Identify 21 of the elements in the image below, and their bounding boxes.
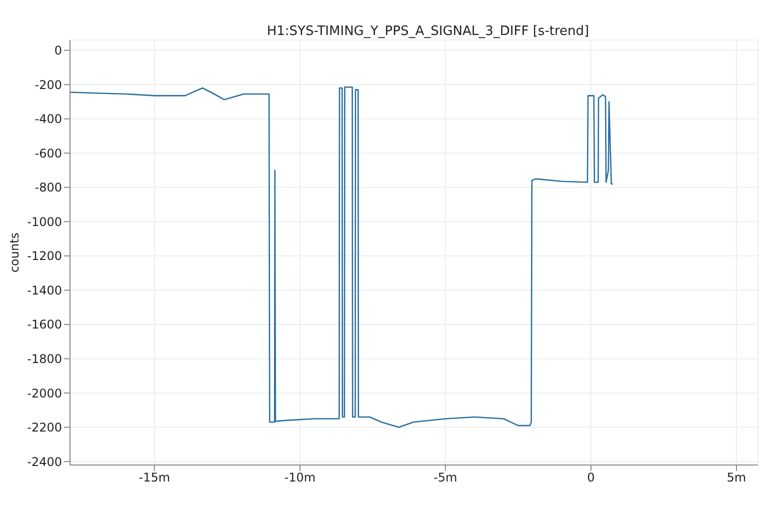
y-tick-label: -400: [34, 112, 62, 126]
x-tick-label: 0: [587, 470, 595, 485]
y-tick-label: -200: [34, 78, 62, 92]
y-tick-label: -2000: [27, 386, 62, 400]
y-tick-label: -2200: [27, 420, 62, 435]
y-tick-label: -600: [34, 146, 62, 160]
y-axis-title: counts: [7, 232, 22, 273]
y-tick-label: -1200: [27, 249, 62, 264]
y-tick-label: -800: [34, 180, 62, 195]
y-tick-label: -1400: [27, 283, 62, 298]
x-tick-label: -15m: [138, 470, 170, 485]
y-tick-label: 0: [54, 44, 62, 58]
y-tick-label: -1800: [27, 352, 62, 366]
x-tick-label: -5m: [434, 470, 458, 485]
x-tick-label: 5m: [726, 470, 746, 485]
y-tick-label: -1600: [27, 318, 62, 332]
y-tick-label: -2400: [27, 454, 62, 469]
chart-title: H1:SYS-TIMING_Y_PPS_A_SIGNAL_3_DIFF [s-trend]: [266, 24, 590, 39]
y-tick-label: -1000: [27, 214, 62, 229]
x-tick-label: -10m: [284, 470, 316, 485]
line-series: [70, 86, 614, 428]
